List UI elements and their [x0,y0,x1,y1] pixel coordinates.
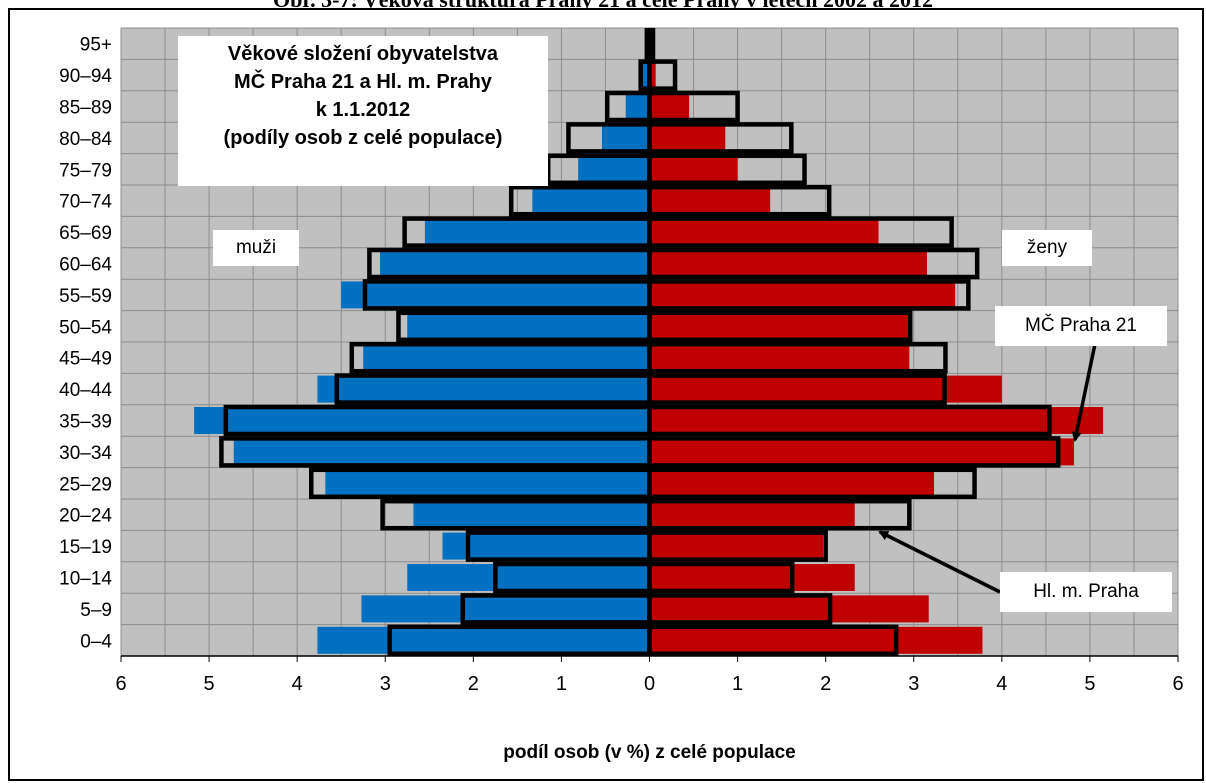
bar-female-10 [649,312,912,340]
y-tick-label: 55–59 [59,286,112,307]
x-tick-label: 4 [996,673,1007,695]
annotation-arrows [878,343,1097,594]
x-tick-label: 3 [908,673,919,695]
bar-female-13 [649,218,879,246]
bar-female-6 [649,438,1075,466]
filled-bars [194,30,1104,654]
bar-male-10 [407,312,650,340]
annotation-mc-praha-21: MČ Praha 21 [995,306,1167,346]
bar-male-9 [363,344,650,372]
arrow-mc-praha-21 [1071,343,1097,442]
bar-female-3 [649,532,824,560]
bar-male-0 [317,626,650,654]
bar-male-16 [601,124,650,152]
bar-male-12 [379,249,650,278]
x-tick-label: 6 [115,673,126,695]
y-tick-label: 5–9 [80,600,112,621]
bar-female-17 [649,92,690,121]
bar-female-4 [649,501,855,529]
y-tick-label: 15–19 [59,537,112,558]
bar-male-2 [407,563,650,592]
y-tick-label: 70–74 [59,192,112,213]
x-tick-label: 5 [1084,673,1095,695]
bar-female-2 [649,563,855,592]
x-tick-label: 6 [1172,673,1183,695]
bar-female-12 [649,249,927,278]
bar-female-15 [649,155,738,183]
y-tick-label: 10–14 [59,569,112,590]
bar-male-4 [413,501,650,529]
annotation-zeny: ženy [1002,230,1092,266]
bar-female-5 [649,469,935,497]
bar-male-8 [317,375,650,403]
x-tick-label: 5 [204,673,215,695]
bar-male-11 [341,281,650,309]
y-tick-label: 95+ [80,35,112,56]
y-tick-label: 50–54 [59,317,112,338]
x-tick-label: 1 [556,673,567,695]
axes: 0–4 5–9 10–14 15–19 20–24 25–29 30–34 35–39 40–4… [59,28,1184,763]
chart-title-line: k 1.1.2012 [315,99,411,121]
y-tick-label: 30–34 [59,443,112,464]
y-tick-label: 35–39 [59,412,112,433]
bar-male-14 [532,187,650,215]
bar-female-16 [649,124,726,152]
annotation-hl-m-praha: Hl. m. Praha [1000,572,1172,612]
bar-male-3 [442,532,650,560]
chart-title-line: (podíly osob z celé populace) [223,127,503,149]
y-tick-label: 65–69 [59,223,112,244]
y-tick-label: 80–84 [59,129,112,150]
y-tick-label: 60–64 [59,255,112,276]
x-axis-label: podíl osob (v %) z celé populace [503,742,795,763]
bar-male-15 [578,155,650,183]
x-tick-label: 3 [380,673,391,695]
bar-female-9 [649,344,910,372]
bar-male-13 [424,218,650,246]
bar-female-8 [649,375,1002,403]
chart-title-line: Věkové složení obyvatelstva [227,43,499,65]
y-tick-label: 40–44 [59,380,112,401]
y-tick-label: 90–94 [59,66,112,87]
annotation-muzi: muži [213,230,299,266]
y-tick-label: 75–79 [59,160,112,181]
bar-male-7 [194,406,650,435]
y-tick-label: 85–89 [59,98,112,119]
bar-female-14 [649,187,771,215]
y-tick-label: 20–24 [59,506,112,527]
bar-male-18 [641,61,650,89]
y-tick-label: 45–49 [59,349,112,370]
x-tick-label: 0 [644,673,655,695]
x-tick-label: 1 [732,673,743,695]
chart-title-line: MČ Praha 21 a Hl. m. Prahy [234,71,492,93]
y-tick-label: 0–4 [80,631,112,652]
bar-male-1 [361,595,650,623]
bar-male-17 [625,92,650,121]
bar-female-1 [649,595,929,623]
y-tick-label: 25–29 [59,474,112,495]
bar-male-6 [233,438,650,466]
x-tick-label: 2 [820,673,831,695]
bar-female-7 [649,406,1104,435]
arrow-hl-m-praha [878,530,1001,594]
bar-female-18 [649,61,656,89]
chart-title-box: Věkové složení obyvatelstva MČ Praha 21 … [178,36,548,186]
bar-female-11 [649,281,956,309]
x-tick-label: 4 [292,673,303,695]
bar-female-0 [649,626,983,654]
bar-male-5 [325,469,650,497]
x-tick-label: 2 [468,673,479,695]
